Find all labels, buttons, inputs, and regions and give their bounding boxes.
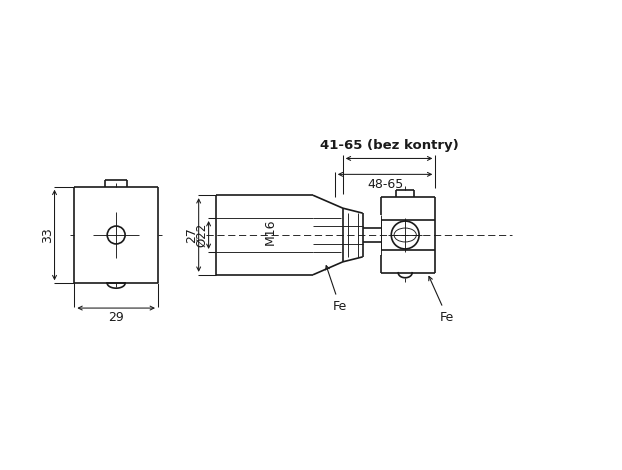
Text: 29: 29 [108,311,124,323]
Text: 41-65 (bez kontry): 41-65 (bez kontry) [320,139,458,152]
Text: M16: M16 [264,219,277,245]
Text: 48-65: 48-65 [367,178,403,191]
Text: Fe: Fe [325,266,347,313]
Text: 27: 27 [185,227,198,243]
Text: 33: 33 [41,227,54,243]
Text: Fe: Fe [429,276,454,323]
Text: Ø22: Ø22 [195,223,208,247]
